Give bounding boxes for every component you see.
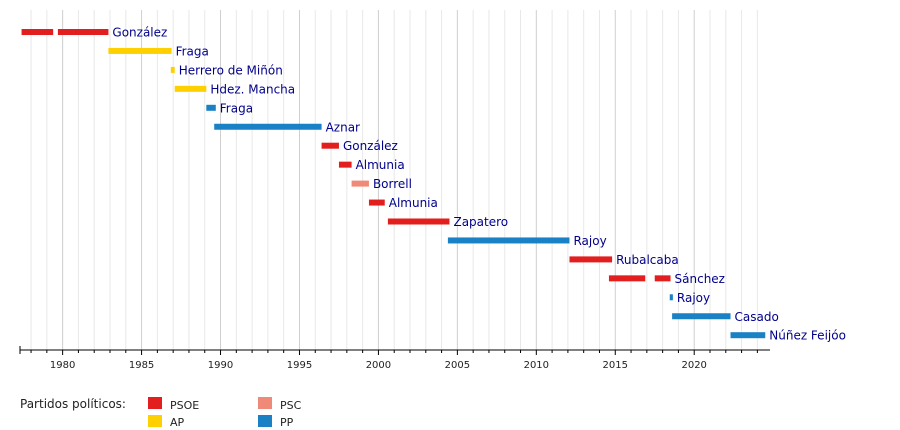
bar-label: Almunia xyxy=(356,158,405,172)
timeline-bar xyxy=(21,29,54,35)
grid-lines xyxy=(30,10,758,350)
x-tick-label: 1985 xyxy=(129,360,154,371)
timeline-bar xyxy=(672,313,731,320)
timeline-bar xyxy=(206,104,216,111)
bar-label: Fraga xyxy=(220,101,253,115)
bar-label: Borrell xyxy=(373,177,412,191)
bar-label: Rajoy xyxy=(677,291,710,305)
x-tick-label: 2000 xyxy=(366,360,391,371)
bar-label: Casado xyxy=(735,310,779,324)
timeline-bar xyxy=(447,237,570,244)
x-tick-label: 2020 xyxy=(681,360,706,371)
timeline-bar xyxy=(108,47,172,54)
bar-label: Aznar xyxy=(326,120,360,134)
timeline-bar xyxy=(214,123,322,130)
legend-label-psoe: PSOE xyxy=(170,399,200,412)
legend-swatch-ap xyxy=(148,415,162,427)
bar-label: Sánchez xyxy=(675,272,725,286)
legend-swatch-pp xyxy=(258,415,272,427)
bar-label: Herrero de Miñón xyxy=(179,63,283,77)
x-tick-label: 1980 xyxy=(50,360,75,371)
timeline-bar xyxy=(569,256,613,263)
timeline-bar xyxy=(170,66,175,73)
timeline-bar xyxy=(608,275,646,282)
timeline-bar xyxy=(351,180,369,187)
timeline-bar xyxy=(387,218,450,225)
legend-title: Partidos políticos: xyxy=(20,397,126,411)
bar-label: Rubalcaba xyxy=(616,253,679,267)
timeline-bar xyxy=(368,199,385,206)
timeline-chart: González Fraga Herrero de Miñón Hdez. Manch… xyxy=(19,10,846,371)
bar-label: Rajoy xyxy=(573,234,606,248)
legend-swatch-psoe xyxy=(148,397,162,409)
bars xyxy=(21,29,766,339)
bar-label: Fraga xyxy=(176,44,209,58)
timeline-bar xyxy=(730,332,766,339)
legend-label-ap: AP xyxy=(170,416,185,429)
legend-label-pp: PP xyxy=(280,416,294,429)
bar-label: González xyxy=(343,139,398,153)
bar-labels: González Fraga Herrero de Miñón Hdez. Manch… xyxy=(112,26,846,343)
bar-label: Almunia xyxy=(389,196,438,210)
x-tick-label: 2010 xyxy=(524,360,549,371)
timeline-bar xyxy=(321,142,339,149)
timeline-bar xyxy=(669,294,673,301)
bar-label: Zapatero xyxy=(453,215,508,229)
timeline-bar xyxy=(338,161,352,168)
legend-swatch-psc xyxy=(258,397,272,409)
x-tick-label: 2005 xyxy=(445,360,470,371)
x-tick-label: 2015 xyxy=(603,360,628,371)
x-axis: 1980 1985 1990 1995 2000 2005 2010 2015 2020 xyxy=(19,346,770,371)
bar-label: Núñez Feijóo xyxy=(769,329,846,343)
bar-label: Hdez. Mancha xyxy=(210,82,295,96)
x-tick-label: 1990 xyxy=(208,360,233,371)
legend: Partidos políticos: PSOE AP PSC PP xyxy=(0,390,900,430)
x-tick-label: 1995 xyxy=(287,360,312,371)
timeline-bar xyxy=(57,29,109,35)
bar-label: González xyxy=(112,26,167,40)
timeline-bar xyxy=(654,275,671,282)
legend-label-psc: PSC xyxy=(280,399,302,412)
timeline-bar xyxy=(174,85,207,92)
